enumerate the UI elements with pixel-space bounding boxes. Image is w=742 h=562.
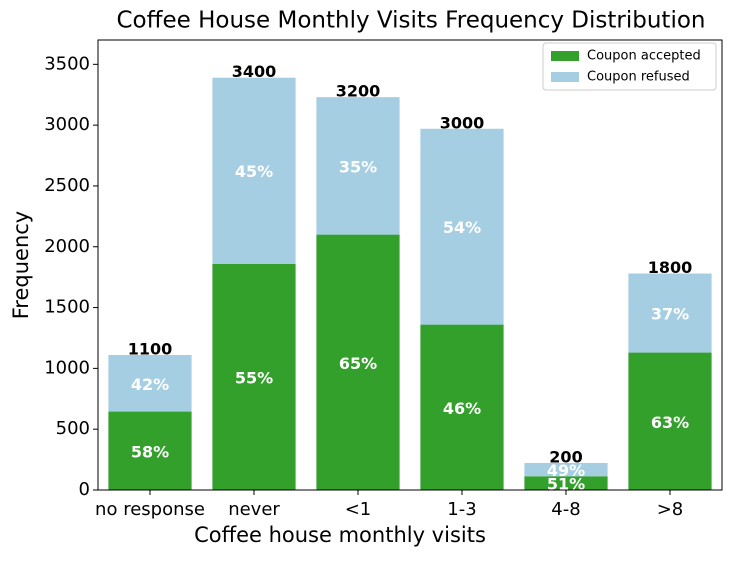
bar-segment bbox=[212, 77, 296, 264]
bar-segment bbox=[212, 263, 296, 490]
y-tick-label: 0 bbox=[79, 479, 90, 500]
bar-segment bbox=[316, 97, 400, 235]
percent-label: 42% bbox=[131, 375, 169, 394]
x-tick-label: 1-3 bbox=[447, 499, 476, 520]
y-tick-label: 3000 bbox=[44, 114, 90, 135]
percent-label: 65% bbox=[339, 354, 377, 373]
total-label: 3200 bbox=[336, 82, 381, 101]
x-tick-label: <1 bbox=[345, 499, 372, 520]
x-tick-label: never bbox=[228, 499, 280, 520]
percent-label: 46% bbox=[443, 399, 481, 418]
legend-label: Coupon accepted bbox=[587, 49, 701, 64]
chart-title: Coffee House Monthly Visits Frequency Di… bbox=[117, 8, 706, 34]
bar-segment bbox=[108, 411, 192, 490]
x-tick-label: >8 bbox=[657, 499, 684, 520]
legend-swatch bbox=[551, 51, 579, 61]
bar-segment bbox=[628, 352, 712, 490]
y-tick-label: 1500 bbox=[44, 297, 90, 318]
bar-segment bbox=[108, 355, 192, 412]
percent-label: 58% bbox=[131, 442, 169, 461]
y-tick-label: 500 bbox=[56, 418, 90, 439]
legend-label: Coupon refused bbox=[587, 70, 690, 85]
total-label: 3000 bbox=[440, 113, 485, 132]
total-label: 200 bbox=[549, 448, 582, 467]
percent-label: 37% bbox=[651, 305, 689, 324]
x-axis-label: Coffee house monthly visits bbox=[194, 523, 486, 547]
percent-label: 49% bbox=[547, 461, 585, 480]
bar-segment bbox=[420, 324, 504, 490]
bar-segment bbox=[420, 128, 504, 325]
y-tick-label: 3500 bbox=[44, 53, 90, 74]
bar-segment bbox=[524, 476, 608, 490]
percent-label: 54% bbox=[443, 218, 481, 237]
y-tick-label: 1000 bbox=[44, 357, 90, 378]
x-tick-label: no response bbox=[95, 499, 205, 520]
percent-label: 63% bbox=[651, 413, 689, 432]
y-axis-label: Frequency bbox=[9, 211, 33, 320]
total-label: 3400 bbox=[232, 62, 277, 81]
percent-label: 35% bbox=[339, 157, 377, 176]
total-label: 1100 bbox=[128, 340, 173, 359]
bar-segment bbox=[316, 234, 400, 490]
bar-segment bbox=[524, 463, 608, 477]
x-tick-label: 4-8 bbox=[551, 499, 580, 520]
y-tick-label: 2500 bbox=[44, 175, 90, 196]
percent-label: 55% bbox=[235, 368, 273, 387]
bar-segment bbox=[628, 273, 712, 353]
plot-frame bbox=[97, 39, 723, 491]
percent-label: 51% bbox=[547, 475, 585, 494]
legend-swatch bbox=[551, 72, 579, 82]
percent-label: 45% bbox=[235, 162, 273, 181]
legend-box bbox=[542, 42, 717, 91]
y-tick-label: 2000 bbox=[44, 236, 90, 257]
total-label: 1800 bbox=[648, 258, 693, 277]
